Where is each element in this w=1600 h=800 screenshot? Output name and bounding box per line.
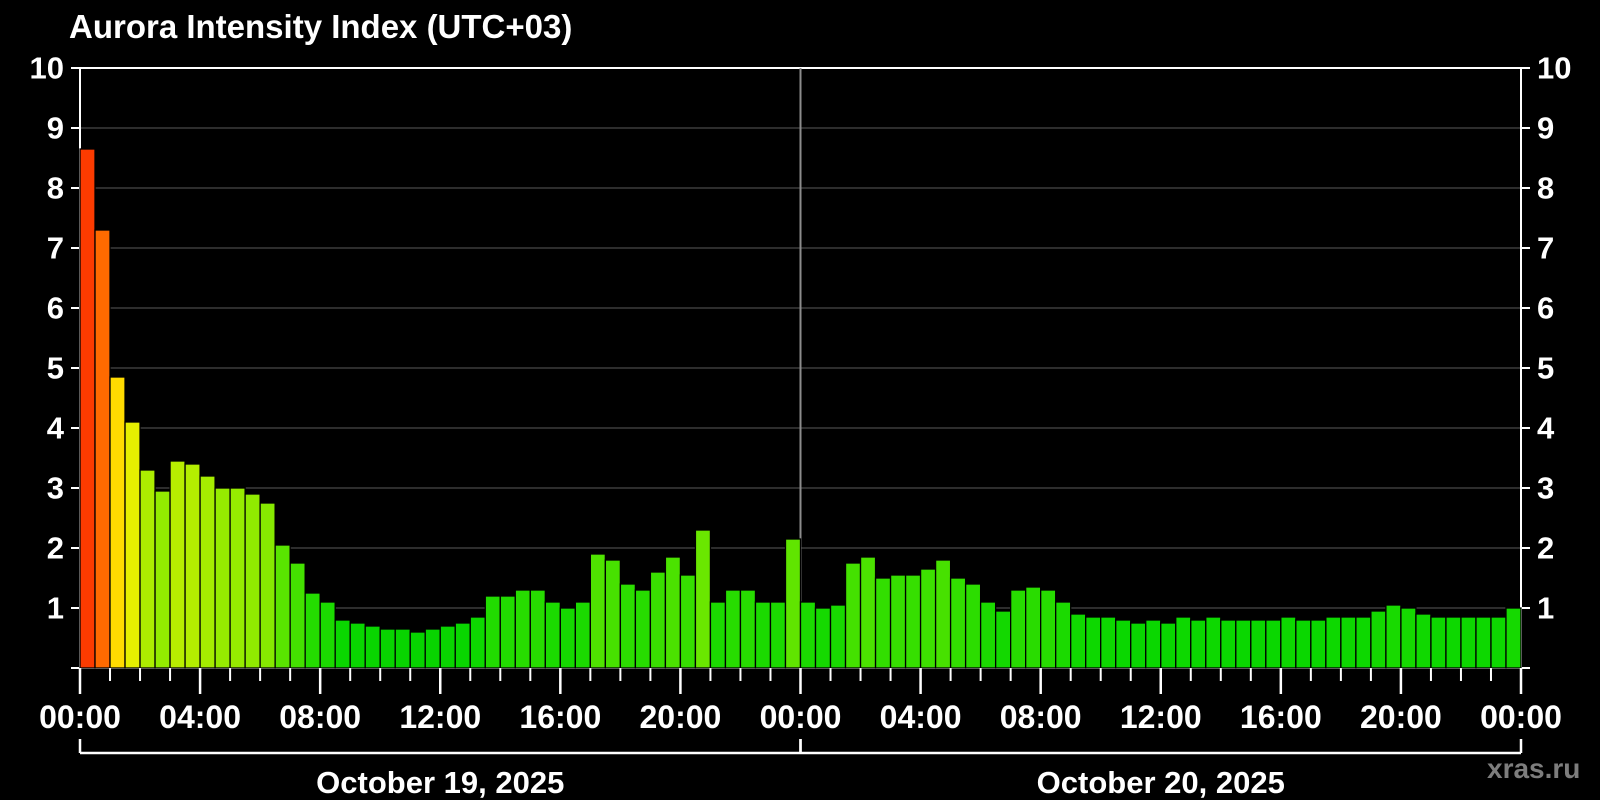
svg-text:20:00: 20:00 <box>639 699 721 735</box>
svg-text:20:00: 20:00 <box>1360 699 1442 735</box>
svg-text:9: 9 <box>47 111 64 146</box>
svg-text:08:00: 08:00 <box>279 699 361 735</box>
svg-text:16:00: 16:00 <box>1240 699 1322 735</box>
svg-text:4: 4 <box>1537 411 1555 446</box>
svg-text:7: 7 <box>1537 231 1554 266</box>
svg-text:October 20, 2025: October 20, 2025 <box>1037 765 1285 800</box>
svg-text:October 19, 2025: October 19, 2025 <box>316 765 564 800</box>
svg-text:1: 1 <box>1537 591 1554 626</box>
svg-text:00:00: 00:00 <box>760 699 842 735</box>
svg-text:8: 8 <box>1537 171 1554 206</box>
svg-text:12:00: 12:00 <box>1120 699 1202 735</box>
svg-text:04:00: 04:00 <box>159 699 241 735</box>
svg-text:6: 6 <box>47 291 64 326</box>
svg-text:9: 9 <box>1537 111 1554 146</box>
svg-text:00:00: 00:00 <box>39 699 121 735</box>
svg-text:7: 7 <box>47 231 64 266</box>
svg-text:6: 6 <box>1537 291 1554 326</box>
svg-text:12:00: 12:00 <box>399 699 481 735</box>
svg-text:4: 4 <box>47 411 65 446</box>
svg-text:8: 8 <box>47 171 64 206</box>
svg-text:3: 3 <box>1537 471 1554 506</box>
svg-text:2: 2 <box>1537 531 1554 566</box>
svg-text:00:00: 00:00 <box>1480 699 1562 735</box>
svg-text:16:00: 16:00 <box>519 699 601 735</box>
svg-text:1: 1 <box>47 591 64 626</box>
svg-text:08:00: 08:00 <box>1000 699 1082 735</box>
svg-text:5: 5 <box>47 351 64 386</box>
svg-text:3: 3 <box>47 471 64 506</box>
svg-text:2: 2 <box>47 531 64 566</box>
svg-text:10: 10 <box>1537 51 1571 86</box>
svg-text:04:00: 04:00 <box>880 699 962 735</box>
svg-text:5: 5 <box>1537 351 1554 386</box>
svg-text:10: 10 <box>30 51 64 86</box>
